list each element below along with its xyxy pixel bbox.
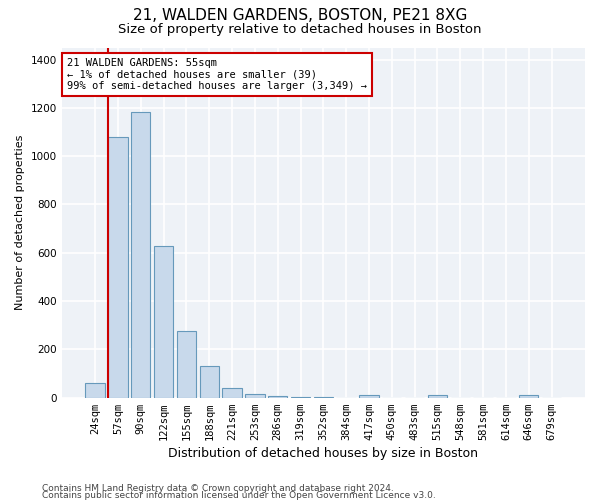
Bar (108, 137, 128, 398)
Bar (245, 394, 265, 398)
Text: Contains public sector information licensed under the Open Government Licence v3: Contains public sector information licen… (42, 492, 436, 500)
Text: 21, WALDEN GARDENS, BOSTON, PE21 8XG: 21, WALDEN GARDENS, BOSTON, PE21 8XG (133, 8, 467, 22)
Bar (200, 366, 219, 398)
X-axis label: Distribution of detached houses by size in Boston: Distribution of detached houses by size … (169, 447, 478, 460)
Bar (154, 246, 173, 398)
Y-axis label: Number of detached properties: Number of detached properties (15, 135, 25, 310)
Bar (359, 395, 379, 398)
Text: 21 WALDEN GARDENS: 55sqm
← 1% of detached houses are smaller (39)
99% of semi-de: 21 WALDEN GARDENS: 55sqm ← 1% of detache… (67, 58, 367, 91)
Text: Contains HM Land Registry data © Crown copyright and database right 2024.: Contains HM Land Registry data © Crown c… (42, 484, 394, 493)
Bar (177, 332, 196, 398)
Text: Size of property relative to detached houses in Boston: Size of property relative to detached ho… (118, 22, 482, 36)
Bar (223, 388, 242, 398)
Bar (519, 396, 538, 398)
Bar (85, 383, 105, 398)
Bar (268, 396, 287, 398)
Bar (131, 112, 151, 398)
Bar (428, 395, 447, 398)
